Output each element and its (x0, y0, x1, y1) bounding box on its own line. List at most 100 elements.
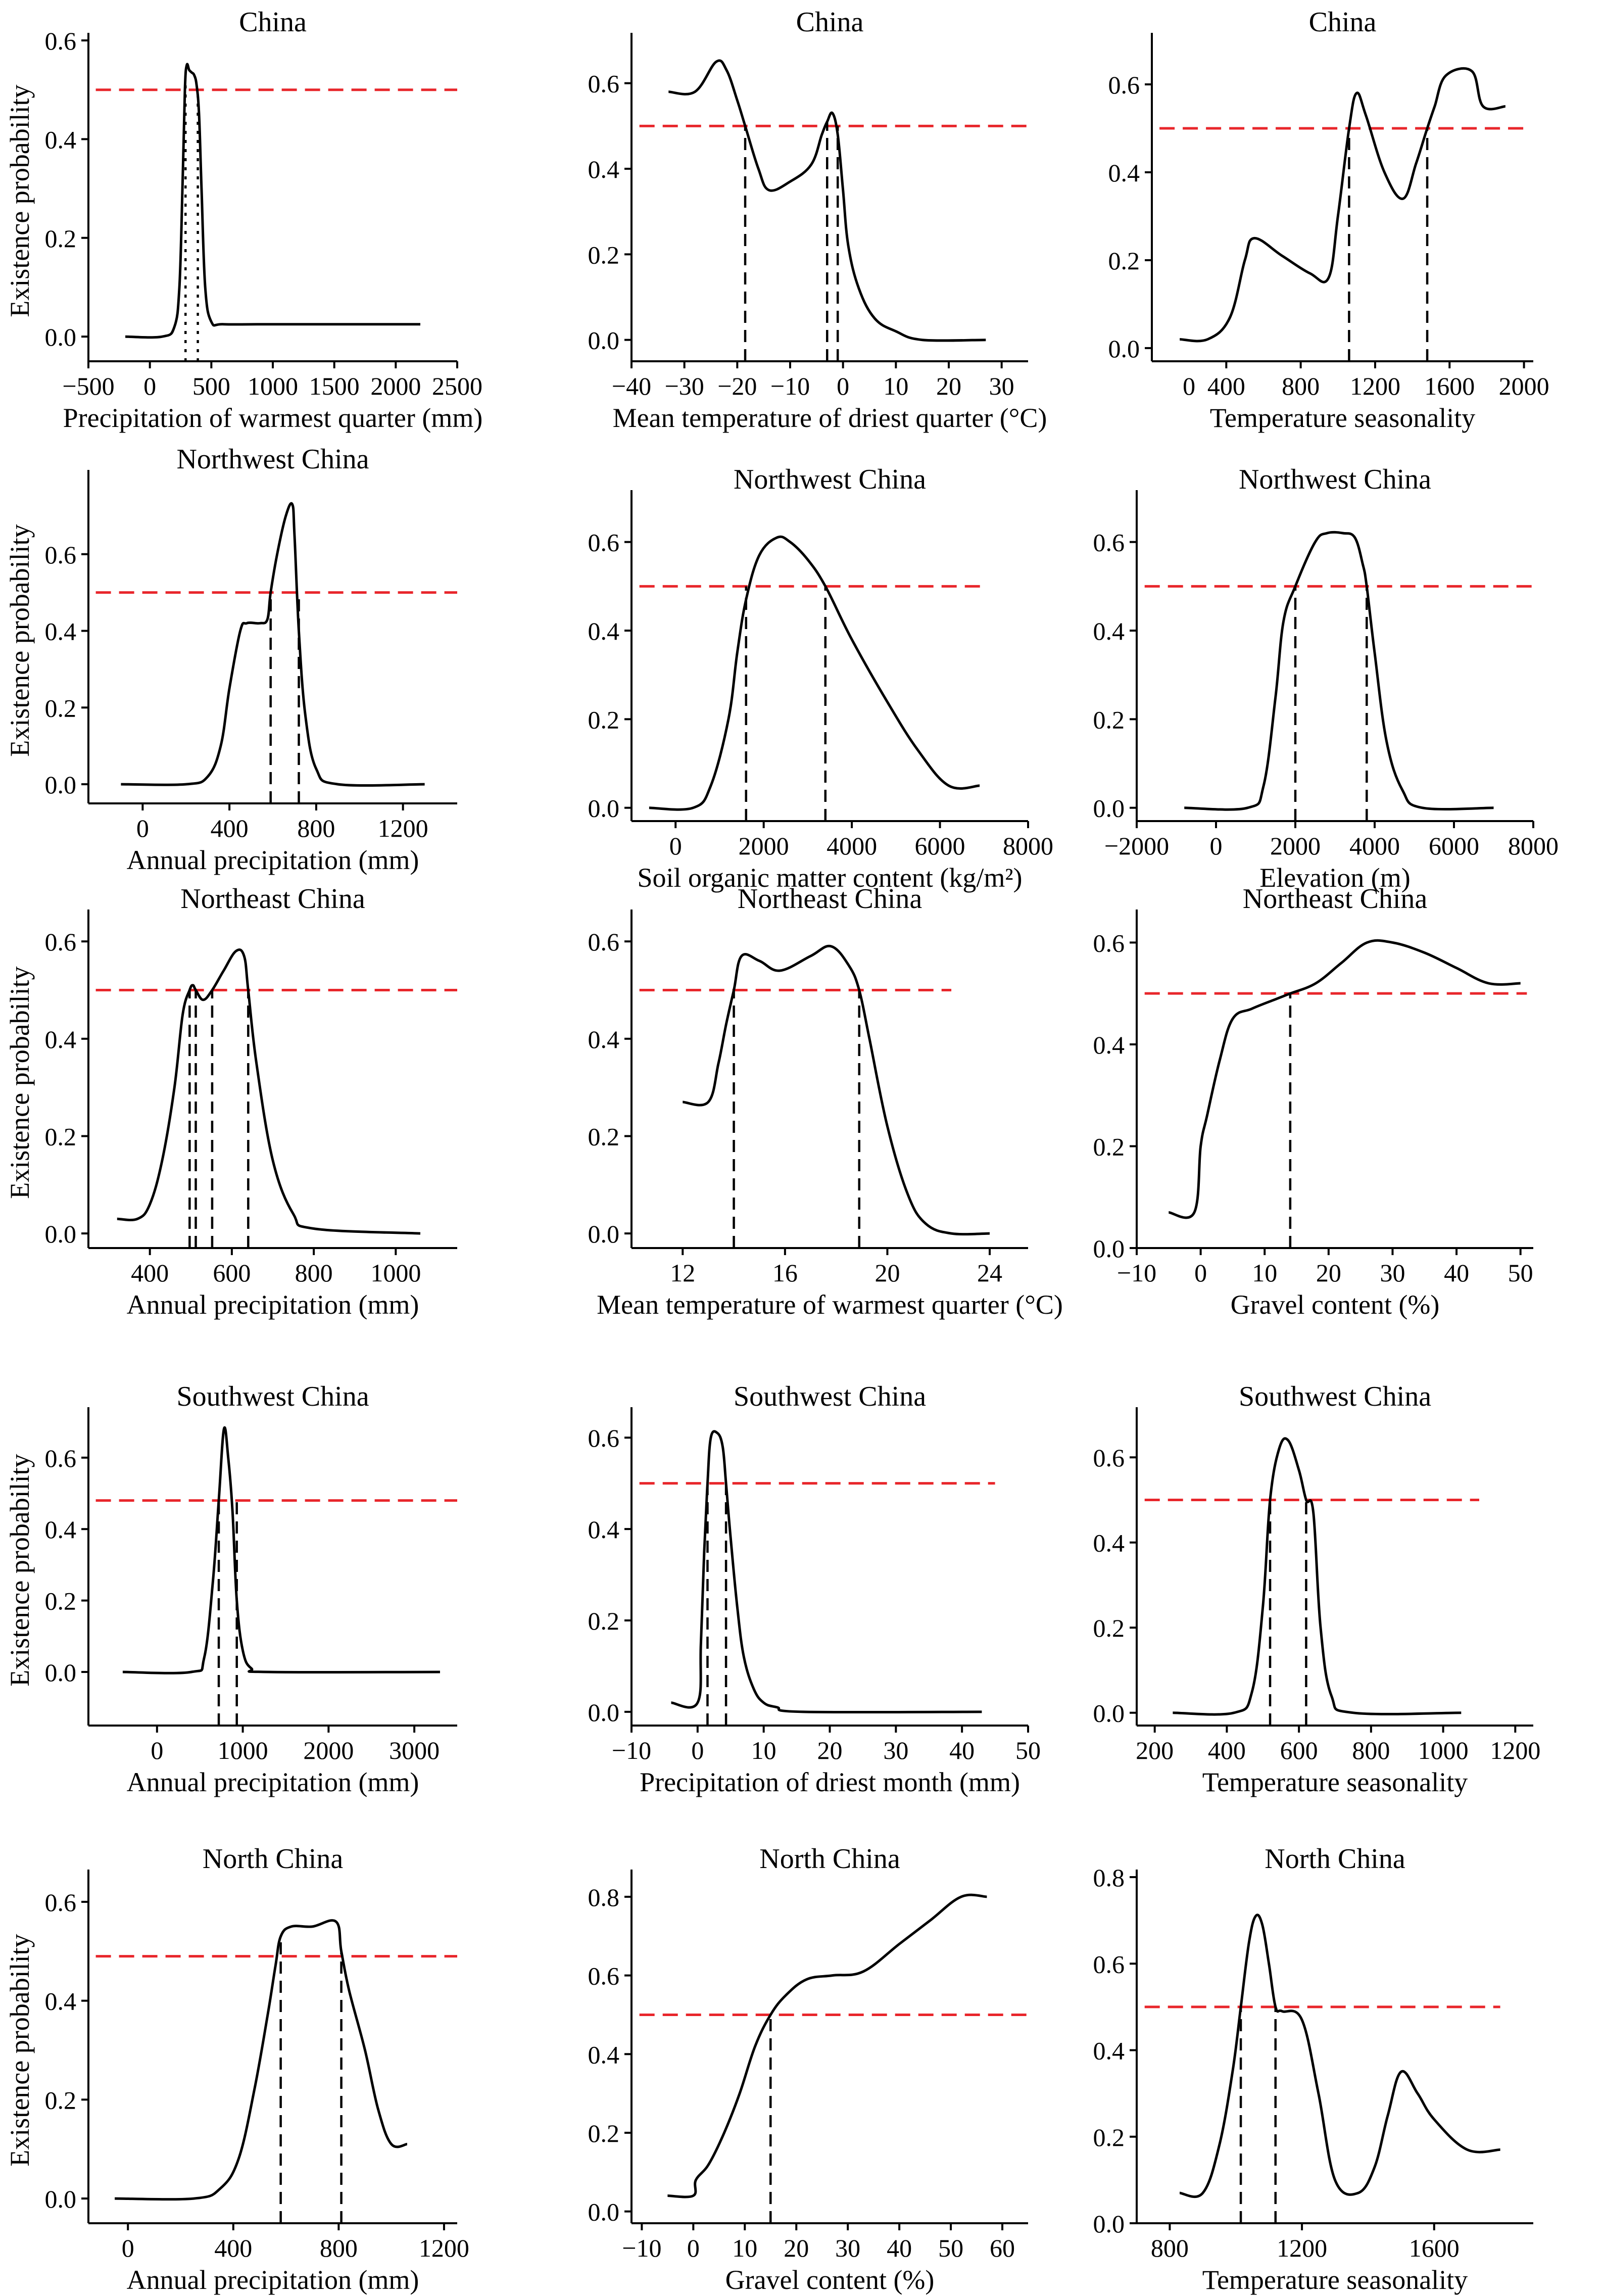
y-tick-label: 0.8 (588, 1883, 620, 1911)
x-tick-label: 0 (1183, 372, 1195, 400)
x-axis-label: Elevation (m) (1259, 863, 1410, 893)
response-curve (117, 948, 421, 1235)
x-tick-label: 1600 (1424, 372, 1475, 400)
x-tick-label: 30 (989, 372, 1014, 400)
x-tick-label: −40 (612, 372, 651, 400)
x-tick-label: 60 (990, 2234, 1015, 2262)
x-tick-label: 800 (297, 814, 335, 842)
x-axis-label: Gravel content (%) (1231, 1289, 1440, 1320)
panel-1: China 0.0 0.2 0.4 0.6 −500 0 500 1000 1500 2000 250… (5, 7, 482, 433)
x-axis-label: Temperature seasonality (1210, 403, 1476, 433)
y-tick-label: 0.4 (588, 155, 620, 183)
response-curve (1180, 67, 1506, 343)
x-axis-label: Annual precipitation (mm) (127, 845, 419, 875)
y-tick-label: 0.0 (1108, 334, 1140, 363)
y-tick-label: 0.4 (45, 617, 77, 646)
panel-4: Northwest China 0.0 0.2 0.4 0.6 0 400 800 1200 An… (5, 444, 457, 875)
y-tick-label: 0.4 (588, 1515, 620, 1544)
y-tick-label: 0.2 (588, 1122, 620, 1151)
panel-12: Southwest China 0.0 0.2 0.4 0.6 200 400 600 800 1… (1093, 1381, 1541, 1797)
x-axis-label: Annual precipitation (mm) (127, 1289, 419, 1320)
x-tick-label: 1200 (1490, 1736, 1540, 1764)
y-axis-label: Existence probability (5, 1454, 35, 1686)
y-tick-label: 0.2 (588, 705, 620, 734)
y-tick-label: 0.6 (1093, 929, 1125, 957)
x-tick-label: −10 (1117, 1259, 1156, 1287)
y-tick-label: 0.4 (588, 1025, 620, 1054)
y-tick-label: 0.6 (45, 928, 77, 956)
x-tick-label: 8000 (1508, 832, 1559, 860)
panel-title: China (239, 7, 307, 38)
x-axis-label: Precipitation of driest month (mm) (640, 1767, 1020, 1797)
y-tick-label: 0.4 (1108, 159, 1140, 187)
y-tick-label: 0.2 (588, 241, 620, 269)
y-tick-label: 0.6 (45, 1444, 77, 1472)
x-tick-label: −2000 (1104, 832, 1169, 860)
panel-5: Northwest China 0.0 0.2 0.4 0.6 0 2000 4000 6000… (588, 464, 1054, 893)
y-tick-label: 0.2 (45, 2086, 77, 2114)
y-tick-label: 0.6 (588, 1424, 620, 1452)
y-axis-label: Existence probability (5, 966, 35, 1199)
panel-10: Southwest China 0.0 0.2 0.4 0.6 0 1000 2000 3000… (5, 1381, 457, 1797)
y-tick-label: 0.2 (1093, 2123, 1125, 2151)
x-tick-label: 10 (883, 372, 908, 400)
x-tick-label: 400 (1207, 372, 1245, 400)
x-axis-label: Temperature seasonality (1202, 1767, 1468, 1797)
panel-title: China (796, 7, 864, 38)
x-tick-label: 20 (1316, 1259, 1341, 1287)
x-tick-label: 4000 (1349, 832, 1400, 860)
x-tick-label: 6000 (1429, 832, 1479, 860)
x-tick-label: −10 (612, 1736, 651, 1764)
x-axis-label: Annual precipitation (mm) (127, 1767, 419, 1797)
response-curve (1184, 531, 1494, 811)
x-tick-label: 1600 (1409, 2234, 1460, 2262)
x-axis-label: Temperature seasonality (1202, 2265, 1468, 2295)
y-tick-label: 0.0 (588, 326, 620, 355)
y-tick-label: 0.0 (45, 323, 77, 351)
y-tick-label: 0.4 (45, 1987, 77, 2016)
x-tick-label: −10 (770, 372, 810, 400)
x-tick-label: 0 (1210, 832, 1223, 860)
x-tick-label: 4000 (827, 832, 877, 860)
panel-8: Northeast China 0.0 0.2 0.4 0.6 12 16 20 24Mean … (588, 883, 1063, 1320)
x-tick-label: 800 (320, 2234, 358, 2262)
response-curve (1168, 939, 1521, 1219)
x-tick-label: 800 (1151, 2234, 1189, 2262)
x-axis-label: Gravel content (%) (725, 2265, 935, 2295)
x-tick-label: 30 (883, 1736, 908, 1764)
x-tick-label: 0 (691, 1736, 704, 1764)
x-tick-label: 800 (1352, 1736, 1390, 1764)
x-tick-label: 0 (1194, 1259, 1207, 1287)
x-tick-label: 40 (887, 2234, 912, 2262)
y-tick-label: 0.4 (45, 125, 77, 154)
x-tick-label: 1200 (1350, 372, 1400, 400)
x-tick-label: 30 (835, 2234, 860, 2262)
panel-9: Northeast China 0.0 0.2 0.4 0.6 −10 0 10 20 30 40 5… (1093, 883, 1533, 1320)
x-tick-label: 40 (949, 1736, 975, 1764)
y-tick-label: 0.6 (45, 541, 77, 569)
panel-7: Northeast China 0.0 0.2 0.4 0.6 400 600 800 1000… (5, 883, 457, 1320)
x-tick-label: 800 (1282, 372, 1320, 400)
x-tick-label: 600 (1280, 1736, 1318, 1764)
y-tick-label: 0.0 (1093, 1699, 1125, 1728)
panel-title: Southwest China (734, 1381, 926, 1412)
x-tick-label: 3000 (389, 1736, 440, 1764)
response-curve (649, 535, 980, 811)
panel-6: Northwest China 0.0 0.2 0.4 0.6 −2000 0 2000 400… (1093, 464, 1559, 893)
panel-title: Northwest China (734, 464, 926, 495)
x-tick-label: 24 (977, 1259, 1002, 1287)
response-curve (121, 502, 425, 787)
response-curve (682, 944, 990, 1236)
panel-13: North China 0.0 0.2 0.4 0.6 0 400 800 1200Annual… (5, 1843, 469, 2295)
x-axis-label: Annual precipitation (mm) (127, 2265, 419, 2295)
panel-title: Northwest China (1239, 464, 1431, 495)
x-tick-label: 1000 (248, 372, 298, 400)
panel-11: Southwest China 0.0 0.2 0.4 0.6 −10 0 10 20 30 40 5… (588, 1381, 1041, 1797)
response-curve (115, 1919, 408, 2201)
panel-title: Northeast China (180, 883, 365, 915)
panel-title: Northwest China (176, 444, 369, 475)
x-tick-label: 50 (1015, 1736, 1041, 1764)
y-tick-label: 0.4 (1093, 1031, 1125, 1059)
y-tick-label: 0.6 (588, 529, 620, 557)
y-tick-label: 0.0 (45, 2185, 77, 2213)
